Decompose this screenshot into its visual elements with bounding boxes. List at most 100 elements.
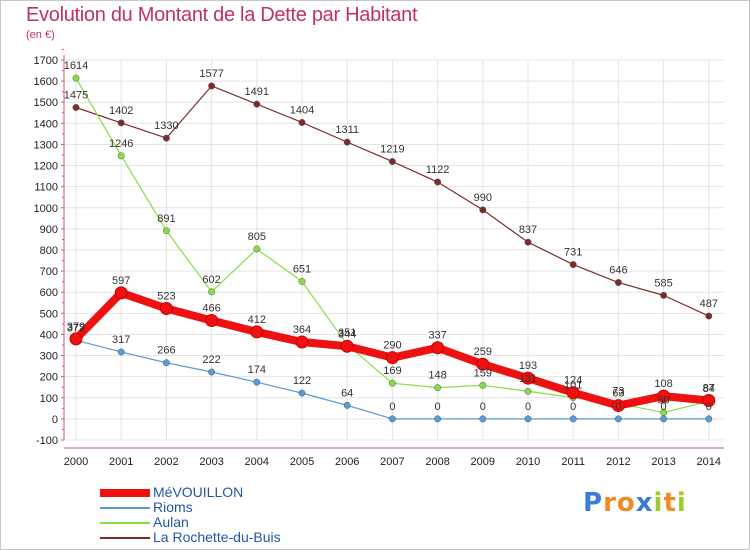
data-point — [114, 286, 128, 300]
y-tick-label: 200 — [40, 372, 58, 384]
data-point — [69, 332, 83, 346]
data-point — [298, 278, 306, 285]
legend-swatch — [100, 489, 150, 497]
y-tick-label: 100 — [40, 393, 58, 405]
data-point — [702, 394, 716, 408]
data-point — [253, 100, 261, 108]
data-label: 0 — [570, 401, 576, 413]
data-label: 487 — [700, 298, 718, 310]
x-tick-label: 2013 — [651, 456, 675, 468]
y-tick-label: 600 — [40, 287, 58, 299]
x-tick-label: 2000 — [64, 456, 88, 468]
data-point — [657, 389, 671, 403]
data-label: 148 — [428, 370, 446, 382]
proxiti-logo: Proxiti — [583, 488, 687, 518]
y-tick-label: 800 — [40, 245, 58, 257]
data-point — [117, 152, 125, 160]
data-label: 0 — [615, 401, 621, 413]
data-label: 222 — [202, 354, 220, 366]
data-point — [295, 335, 309, 349]
data-point — [569, 261, 577, 269]
legend-label: MéVOUILLON — [153, 484, 244, 500]
data-label: 990 — [474, 192, 492, 204]
data-label: 602 — [202, 274, 220, 286]
data-label: 290 — [383, 340, 401, 352]
data-point — [388, 158, 396, 165]
data-point — [521, 371, 535, 385]
data-point — [159, 301, 173, 315]
data-label: 1402 — [109, 105, 133, 117]
y-tick-label: 1500 — [34, 97, 58, 109]
logo-letter: o — [616, 488, 636, 518]
data-label: 1491 — [245, 86, 269, 98]
data-point — [705, 312, 713, 320]
data-label: 124 — [564, 375, 582, 387]
logo-letter: r — [603, 488, 617, 518]
legend-swatch — [100, 537, 150, 539]
data-label: 193 — [519, 360, 537, 372]
data-label: 159 — [474, 367, 492, 379]
data-point — [162, 359, 170, 367]
data-label: 1311 — [335, 124, 359, 136]
y-tick-label: 1700 — [34, 55, 58, 67]
data-label: 259 — [474, 346, 492, 358]
data-label: 64 — [341, 387, 353, 399]
data-point — [479, 381, 487, 389]
data-label: 412 — [248, 314, 266, 326]
data-label: 0 — [435, 401, 441, 413]
data-point — [117, 348, 125, 356]
data-point — [388, 415, 396, 423]
x-tick-label: 2009 — [471, 456, 495, 468]
chart-title: Evolution du Montant de la Dette par Hab… — [26, 4, 418, 26]
y-tick-label: 500 — [40, 308, 58, 320]
y-tick-label: 700 — [40, 266, 58, 278]
data-point — [569, 415, 577, 423]
y-tick-label: -100 — [36, 435, 58, 447]
x-tick-label: 2005 — [290, 456, 314, 468]
data-point — [611, 399, 625, 413]
data-label: 1577 — [199, 68, 223, 80]
data-point — [524, 238, 532, 246]
chart-subtitle: (en €) — [26, 29, 55, 41]
data-point — [434, 178, 442, 186]
y-tick-label: 1000 — [34, 203, 58, 215]
data-point — [208, 288, 216, 296]
data-point — [434, 384, 442, 392]
data-label: 169 — [383, 365, 401, 377]
data-point — [340, 339, 354, 353]
data-label: 1330 — [154, 120, 178, 132]
data-point — [117, 119, 125, 127]
x-tick-label: 2014 — [697, 456, 721, 468]
x-tick-label: 2012 — [606, 456, 630, 468]
data-label: 364 — [293, 324, 311, 336]
data-point — [208, 368, 216, 376]
data-point — [205, 314, 219, 328]
data-label: 108 — [654, 378, 672, 390]
y-tick-label: 1200 — [34, 161, 58, 173]
data-point — [524, 387, 532, 395]
series-layer — [69, 74, 716, 423]
y-tick-label: 0 — [52, 414, 58, 426]
data-label: 84 — [703, 383, 715, 395]
data-label: 891 — [157, 213, 175, 225]
x-tick-label: 2003 — [199, 456, 223, 468]
data-point — [162, 134, 170, 142]
data-label: 1475 — [64, 90, 88, 102]
data-label: 1614 — [64, 60, 88, 72]
data-point — [343, 401, 351, 409]
data-label: 805 — [248, 231, 266, 243]
x-tick-label: 2010 — [516, 456, 540, 468]
data-label: 30 — [657, 395, 669, 407]
data-label: 837 — [519, 224, 537, 236]
x-tick-label: 2008 — [425, 456, 449, 468]
data-label: 1219 — [380, 144, 404, 156]
data-label: 379 — [67, 321, 85, 333]
data-label: 1404 — [290, 104, 314, 116]
legend-label: Rioms — [153, 499, 193, 515]
data-label: 1246 — [109, 138, 133, 150]
data-label: 351 — [338, 327, 356, 339]
x-tick-label: 2006 — [335, 456, 359, 468]
data-point — [343, 138, 351, 146]
y-tick-label: 900 — [40, 224, 58, 236]
data-point — [253, 245, 261, 253]
